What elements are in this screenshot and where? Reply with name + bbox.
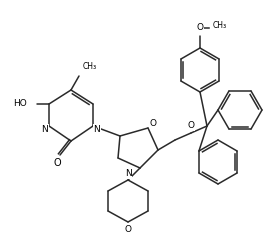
Text: O: O <box>187 122 195 131</box>
Text: HO: HO <box>13 100 27 109</box>
Text: CH₃: CH₃ <box>83 62 97 71</box>
Text: O: O <box>53 158 61 168</box>
Text: N: N <box>94 124 100 133</box>
Text: N: N <box>125 170 131 179</box>
Text: O: O <box>124 224 132 234</box>
Text: O: O <box>196 23 204 32</box>
Text: O: O <box>150 119 156 128</box>
Text: CH₃: CH₃ <box>213 21 227 30</box>
Text: N: N <box>42 124 48 133</box>
